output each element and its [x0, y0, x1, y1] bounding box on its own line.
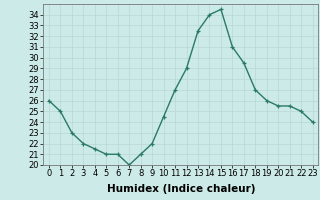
X-axis label: Humidex (Indice chaleur): Humidex (Indice chaleur)	[107, 184, 255, 194]
